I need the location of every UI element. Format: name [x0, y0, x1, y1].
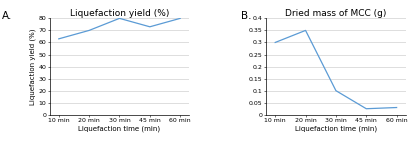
X-axis label: Liquefaction time (min): Liquefaction time (min) — [78, 126, 160, 132]
Title: Dried mass of MCC (g): Dried mass of MCC (g) — [285, 9, 386, 18]
Y-axis label: Liquefaction yield (%): Liquefaction yield (%) — [29, 28, 36, 105]
X-axis label: Liquefaction time (min): Liquefaction time (min) — [294, 126, 376, 132]
Text: B.: B. — [241, 11, 251, 21]
Text: A.: A. — [2, 11, 12, 21]
Title: Liquefaction yield (%): Liquefaction yield (%) — [70, 9, 169, 18]
